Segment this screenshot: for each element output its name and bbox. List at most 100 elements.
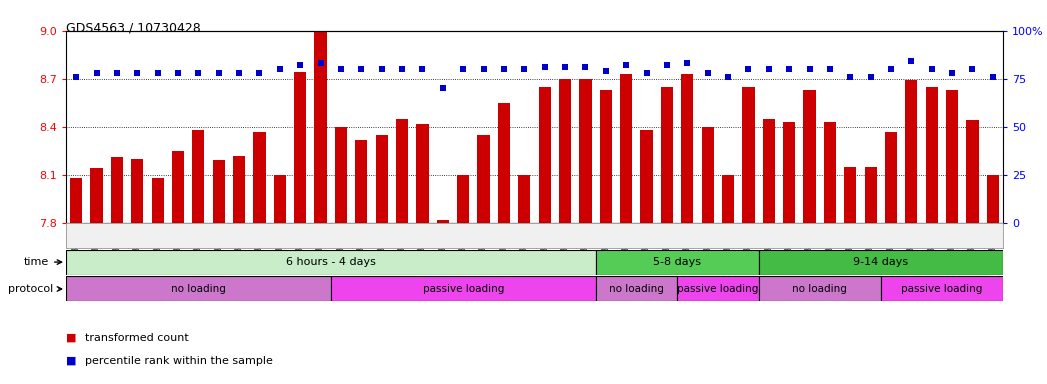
Bar bbox=[376, 135, 387, 223]
Bar bbox=[458, 175, 469, 223]
Bar bbox=[111, 157, 122, 223]
Text: passive loading: passive loading bbox=[423, 284, 504, 294]
Point bbox=[230, 70, 247, 76]
Bar bbox=[497, 103, 510, 223]
Point bbox=[353, 66, 370, 72]
Bar bbox=[986, 175, 999, 223]
Point bbox=[740, 66, 757, 72]
Bar bbox=[233, 156, 245, 223]
Bar bbox=[294, 72, 307, 223]
Text: no loading: no loading bbox=[171, 284, 226, 294]
Point bbox=[719, 74, 736, 80]
Point bbox=[88, 70, 105, 76]
Point bbox=[150, 70, 166, 76]
Text: 5-8 days: 5-8 days bbox=[653, 257, 701, 267]
Bar bbox=[437, 220, 449, 223]
Point bbox=[495, 66, 512, 72]
Text: passive loading: passive loading bbox=[901, 284, 982, 294]
Bar bbox=[70, 178, 83, 223]
Point bbox=[312, 60, 329, 66]
Bar bbox=[253, 131, 266, 223]
Text: 6 hours - 4 days: 6 hours - 4 days bbox=[286, 257, 376, 267]
Bar bbox=[759, 276, 881, 301]
Point bbox=[659, 62, 675, 68]
Bar bbox=[783, 122, 796, 223]
Bar bbox=[865, 167, 876, 223]
Bar bbox=[596, 250, 759, 275]
Point bbox=[475, 66, 492, 72]
Bar bbox=[417, 124, 428, 223]
Point bbox=[251, 70, 268, 76]
Point bbox=[414, 66, 430, 72]
Bar bbox=[66, 276, 331, 301]
Point bbox=[943, 70, 960, 76]
Point bbox=[863, 74, 879, 80]
Bar bbox=[131, 159, 143, 223]
Bar bbox=[335, 127, 347, 223]
Bar bbox=[620, 74, 632, 223]
Bar bbox=[946, 90, 958, 223]
Point bbox=[678, 60, 695, 66]
Bar bbox=[600, 90, 611, 223]
Bar bbox=[396, 119, 408, 223]
Point bbox=[639, 70, 655, 76]
Bar bbox=[881, 276, 1003, 301]
Point bbox=[923, 66, 940, 72]
Point bbox=[190, 70, 206, 76]
Point bbox=[129, 70, 146, 76]
Bar bbox=[966, 120, 979, 223]
Point bbox=[394, 66, 410, 72]
Point bbox=[781, 66, 798, 72]
Bar bbox=[152, 178, 163, 223]
Point bbox=[210, 70, 227, 76]
Point bbox=[984, 74, 1001, 80]
Bar bbox=[762, 119, 775, 223]
Point bbox=[822, 66, 839, 72]
Bar bbox=[579, 79, 592, 223]
Bar bbox=[906, 80, 917, 223]
Point bbox=[109, 70, 126, 76]
Point bbox=[842, 74, 859, 80]
Point bbox=[170, 70, 186, 76]
Point bbox=[760, 66, 777, 72]
Point bbox=[536, 64, 553, 70]
Text: 9-14 days: 9-14 days bbox=[853, 257, 909, 267]
Point bbox=[292, 62, 309, 68]
Bar bbox=[926, 87, 938, 223]
Text: no loading: no loading bbox=[793, 284, 847, 294]
Text: passive loading: passive loading bbox=[677, 284, 758, 294]
Text: ■: ■ bbox=[66, 333, 80, 343]
Point bbox=[964, 66, 981, 72]
Bar bbox=[331, 276, 596, 301]
Point bbox=[516, 66, 533, 72]
Bar bbox=[641, 130, 652, 223]
Text: ■: ■ bbox=[66, 356, 80, 366]
Text: protocol: protocol bbox=[8, 284, 62, 294]
Bar bbox=[844, 167, 856, 223]
Bar bbox=[824, 122, 836, 223]
Point bbox=[903, 58, 919, 65]
Bar bbox=[172, 151, 184, 223]
Bar bbox=[355, 139, 367, 223]
Point bbox=[577, 64, 594, 70]
Bar bbox=[273, 175, 286, 223]
Bar bbox=[701, 127, 714, 223]
Bar bbox=[885, 131, 897, 223]
Text: no loading: no loading bbox=[609, 284, 664, 294]
Point bbox=[618, 62, 634, 68]
Point bbox=[454, 66, 471, 72]
Bar bbox=[803, 90, 816, 223]
Bar bbox=[596, 276, 677, 301]
Point bbox=[699, 70, 716, 76]
Bar bbox=[559, 79, 572, 223]
Bar bbox=[538, 87, 551, 223]
Bar bbox=[661, 87, 673, 223]
Bar bbox=[193, 130, 204, 223]
Point bbox=[557, 64, 574, 70]
Bar bbox=[66, 250, 596, 275]
Bar bbox=[742, 87, 755, 223]
Text: time: time bbox=[24, 257, 62, 267]
Bar bbox=[477, 135, 490, 223]
Text: transformed count: transformed count bbox=[85, 333, 188, 343]
Bar bbox=[213, 160, 225, 223]
